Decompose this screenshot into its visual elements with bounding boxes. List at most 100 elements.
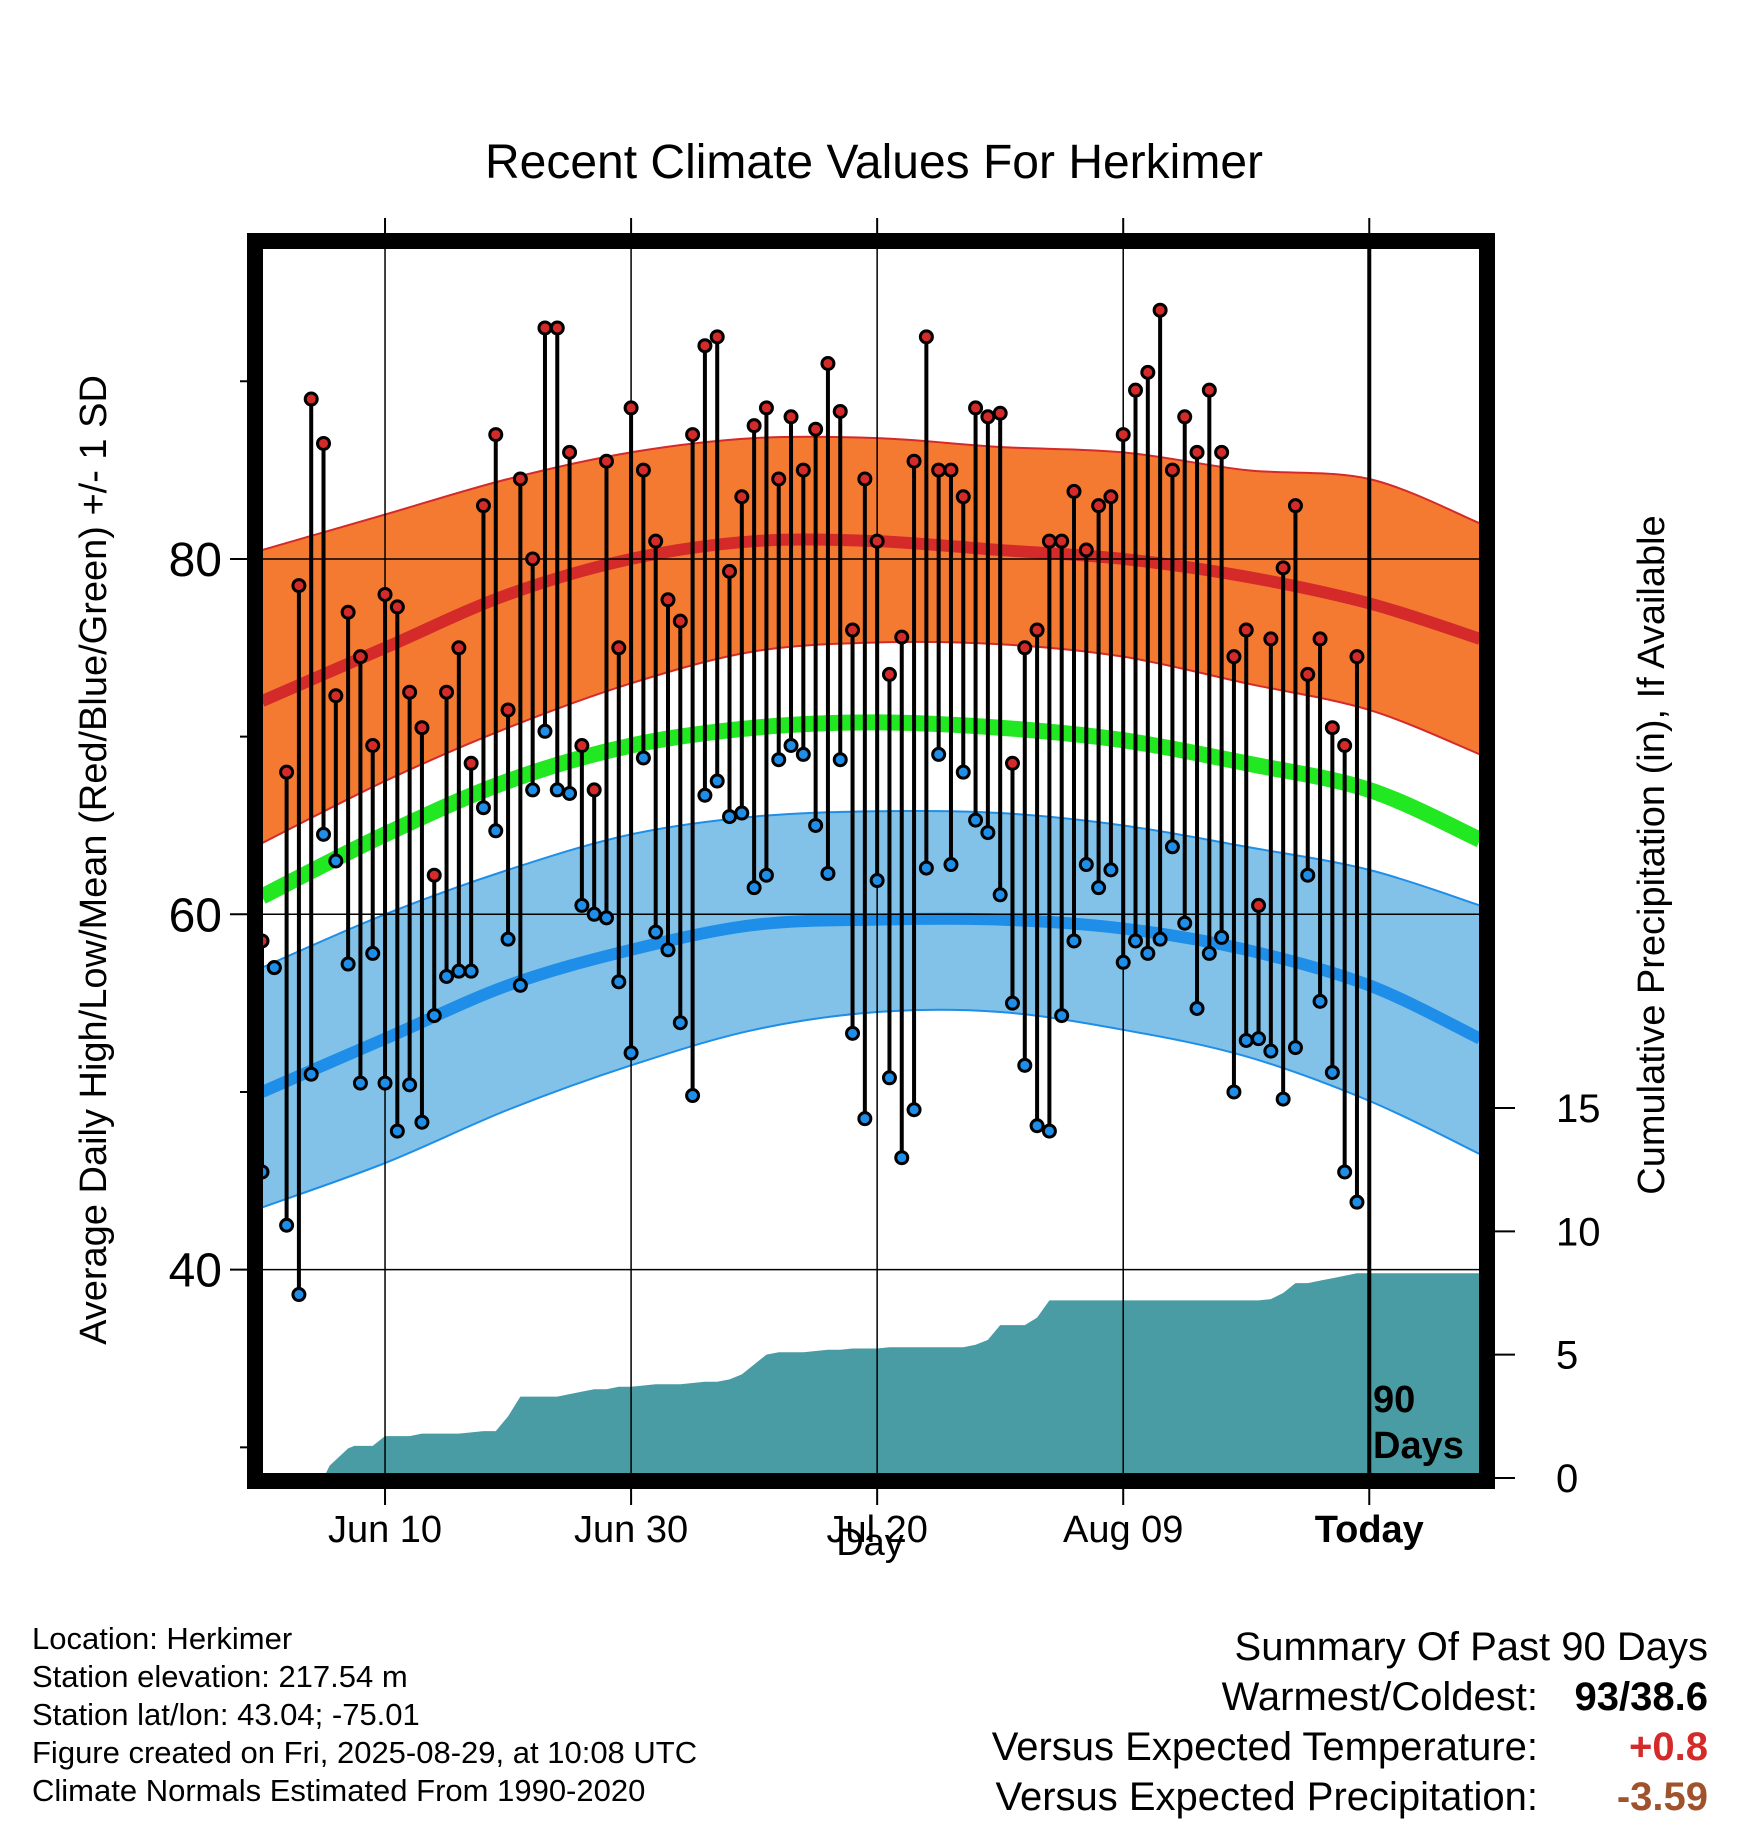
daily-high-point [611,640,627,656]
daily-low-point [475,800,491,816]
daily-low-point [783,738,799,754]
daily-low-point [943,857,959,873]
daily-high-point [389,599,405,615]
daily-high-point [685,427,701,443]
daily-low-point [1164,839,1180,855]
daily-high-point [931,462,947,478]
daily-low-point [451,963,467,979]
daily-low-point [808,817,824,833]
daily-high-point [340,604,356,620]
precip-row: Versus Expected Precipitation: -3.59 [992,1772,1708,1822]
daily-low-point [377,1075,393,1091]
daily-low-point [1091,880,1107,896]
daily-high-point [881,666,897,682]
daily-high-point [1349,649,1365,665]
daily-high-point [1337,738,1353,754]
daily-low-point [303,1066,319,1082]
daily-high-point [722,563,738,579]
created-text: Figure created on Fri, 2025-08-29, at 10… [32,1735,698,1770]
daily-high-point [316,435,332,451]
latlon-text: Station lat/lon: 43.04; -75.01 [32,1697,420,1732]
daily-low-point [1140,945,1156,961]
daily-high-point [783,409,799,425]
daily-high-point [512,471,528,487]
elevation-text: Station elevation: 217.54 m [32,1659,408,1694]
daily-high-point [1300,666,1316,682]
x-tick-label: Today [1315,1509,1424,1551]
daily-low-point [931,746,947,762]
daily-low-point [611,974,627,990]
daily-high-point [291,578,307,594]
daily-high-point [525,551,541,567]
daily-high-point [746,418,762,434]
daily-low-point [1201,945,1217,961]
y2-tick-label: 10 [1556,1210,1601,1254]
daily-high-point [1226,649,1242,665]
station-info: Location: Herkimer Station elevation: 21… [32,1620,697,1810]
daily-low-point [906,1102,922,1118]
daily-low-point [771,752,787,768]
x-axis-label: Day [836,1522,904,1564]
daily-high-point [1115,427,1131,443]
daily-low-point [1337,1164,1353,1180]
daily-high-point [1078,542,1094,558]
daily-high-point [426,867,442,883]
daily-high-point [1214,444,1230,460]
daily-low-point [1017,1057,1033,1073]
daily-low-point [980,825,996,841]
daily-low-point [389,1123,405,1139]
x-tick-label: Aug 09 [1063,1509,1183,1551]
temp-row: Versus Expected Temperature: +0.8 [992,1722,1708,1772]
daily-low-point [1128,933,1144,949]
daily-high-point [1054,533,1070,549]
daily-range-bars [254,302,1365,1303]
daily-high-point [1128,382,1144,398]
daily-high-point [857,471,873,487]
daily-high-point [402,684,418,700]
y2-axis-label: Cumulative Precipitation (in), If Availa… [1631,515,1673,1194]
daily-low-point [402,1077,418,1093]
daily-low-point [525,782,541,798]
daily-low-point [697,787,713,803]
daily-high-point [1177,409,1193,425]
daily-low-point [881,1070,897,1086]
daily-low-point [426,1008,442,1024]
daily-high-point [1029,622,1045,638]
chart-title: Recent Climate Values For Herkimer [485,136,1263,189]
daily-high-point [697,338,713,354]
daily-low-point [488,823,504,839]
daily-low-point [709,773,725,789]
y-tick-label: 60 [169,889,222,942]
daily-low-point [1054,1008,1070,1024]
daily-low-point [1115,954,1131,970]
daily-high-point [734,489,750,505]
daily-high-point [992,405,1008,421]
warmest-value: 93/38.6 [1574,1675,1708,1719]
precip-label: Versus Expected Precipitation: [995,1775,1538,1819]
daily-high-point [1263,631,1279,647]
daily-low-point [1312,993,1328,1009]
daily-high-point [303,391,319,407]
daily-high-point [463,755,479,771]
daily-high-point [672,613,688,629]
daily-high-point [906,453,922,469]
normals-text: Climate Normals Estimated From 1990-2020 [32,1773,646,1808]
daily-low-point [992,887,1008,903]
daily-high-point [832,403,848,419]
daily-high-point [537,320,553,336]
daily-low-point [266,960,282,976]
daily-high-point [1324,720,1340,736]
daily-low-point [1349,1194,1365,1210]
daily-high-point [451,640,467,656]
daily-low-point [598,910,614,926]
climate-chart: Recent Climate Values For Herkimer Jun 1… [73,136,1673,1564]
daily-low-point [1300,867,1316,883]
daily-high-point [980,409,996,425]
daily-high-point [648,533,664,549]
y2-tick-label: 5 [1556,1334,1578,1378]
daily-high-point [1189,444,1205,460]
daily-low-point [1324,1064,1340,1080]
daily-high-point [943,462,959,478]
daily-high-point [635,462,651,478]
